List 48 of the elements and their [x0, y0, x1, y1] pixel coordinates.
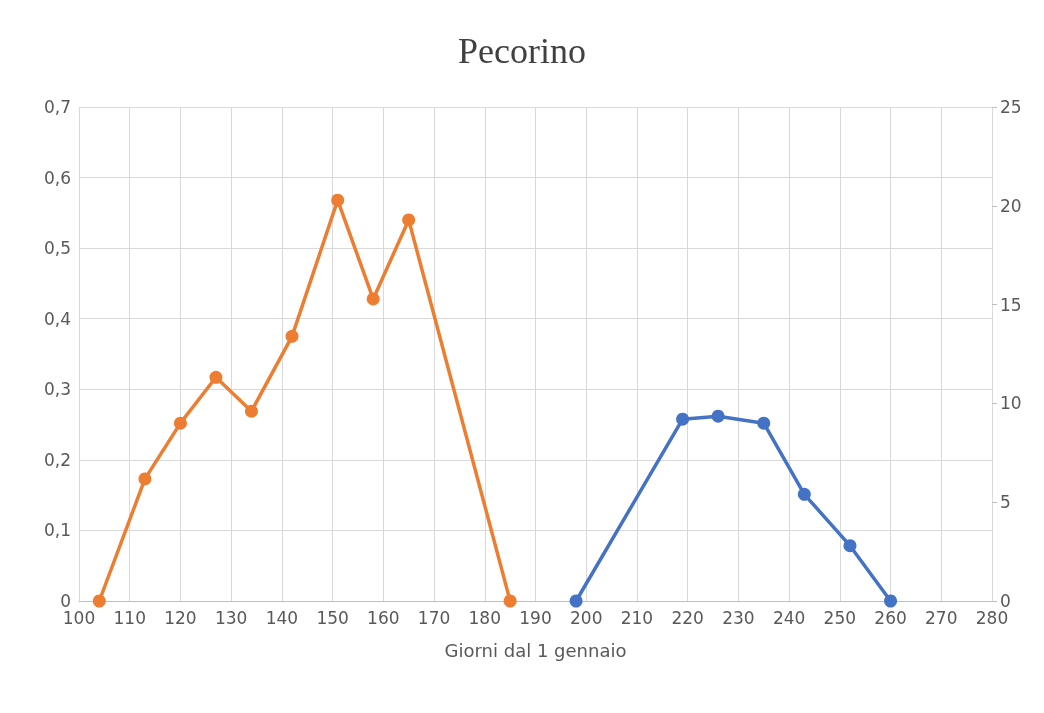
x-tick-label: 140 — [265, 607, 299, 628]
y-tick-label: 0,5 — [43, 238, 71, 259]
point — [711, 409, 725, 423]
y-tick-label: 0,2 — [43, 449, 71, 470]
point — [244, 404, 258, 418]
x-tick-label: 180 — [468, 607, 501, 628]
point — [92, 594, 106, 608]
x-axis-title: Giorni dal 1 gennaio — [444, 639, 627, 661]
point — [209, 370, 223, 384]
y2-tick-label: 20 — [1000, 195, 1022, 216]
point — [285, 329, 299, 343]
point — [569, 594, 583, 608]
x-tick-label: 260 — [874, 607, 907, 628]
x-tick-label: 190 — [519, 607, 552, 628]
y-tick-label: 0,1 — [43, 520, 71, 541]
point — [503, 594, 517, 608]
x-tick-label: 170 — [417, 607, 451, 628]
point — [884, 594, 898, 608]
point — [138, 472, 152, 486]
point — [366, 292, 380, 306]
y2-tick-label: 10 — [1000, 393, 1022, 414]
y-tick-label: 0,4 — [43, 308, 71, 329]
x-tick-label: 210 — [620, 607, 654, 628]
x-tick-label: 160 — [367, 607, 400, 628]
x-tick-label: 150 — [316, 607, 349, 628]
point — [797, 487, 811, 501]
y2-tick-label: 15 — [1000, 294, 1022, 315]
x-tick-label: 230 — [722, 607, 755, 628]
x-tick-label: 120 — [164, 607, 197, 628]
y-tick-label: 0,3 — [43, 379, 71, 400]
point — [757, 416, 771, 430]
point — [173, 416, 187, 430]
y2-tick-label: 5 — [1000, 492, 1011, 513]
x-tick-label: 200 — [570, 607, 603, 628]
point — [402, 213, 416, 227]
x-tick-label: 250 — [823, 607, 857, 628]
chart-title: Pecorino — [458, 31, 586, 71]
x-tick-label: 130 — [214, 607, 248, 628]
point — [843, 539, 857, 553]
point — [331, 193, 345, 207]
x-tick-label: 270 — [925, 607, 958, 628]
x-tick-label: 240 — [772, 607, 806, 628]
x-tick-label: 110 — [113, 607, 146, 628]
y2-tick-label: 25 — [1000, 97, 1022, 117]
x-tick-label: 220 — [671, 607, 704, 628]
point — [676, 412, 690, 426]
y-tick-label: 0,6 — [43, 167, 71, 188]
y-tick-label: 0,7 — [43, 97, 71, 117]
